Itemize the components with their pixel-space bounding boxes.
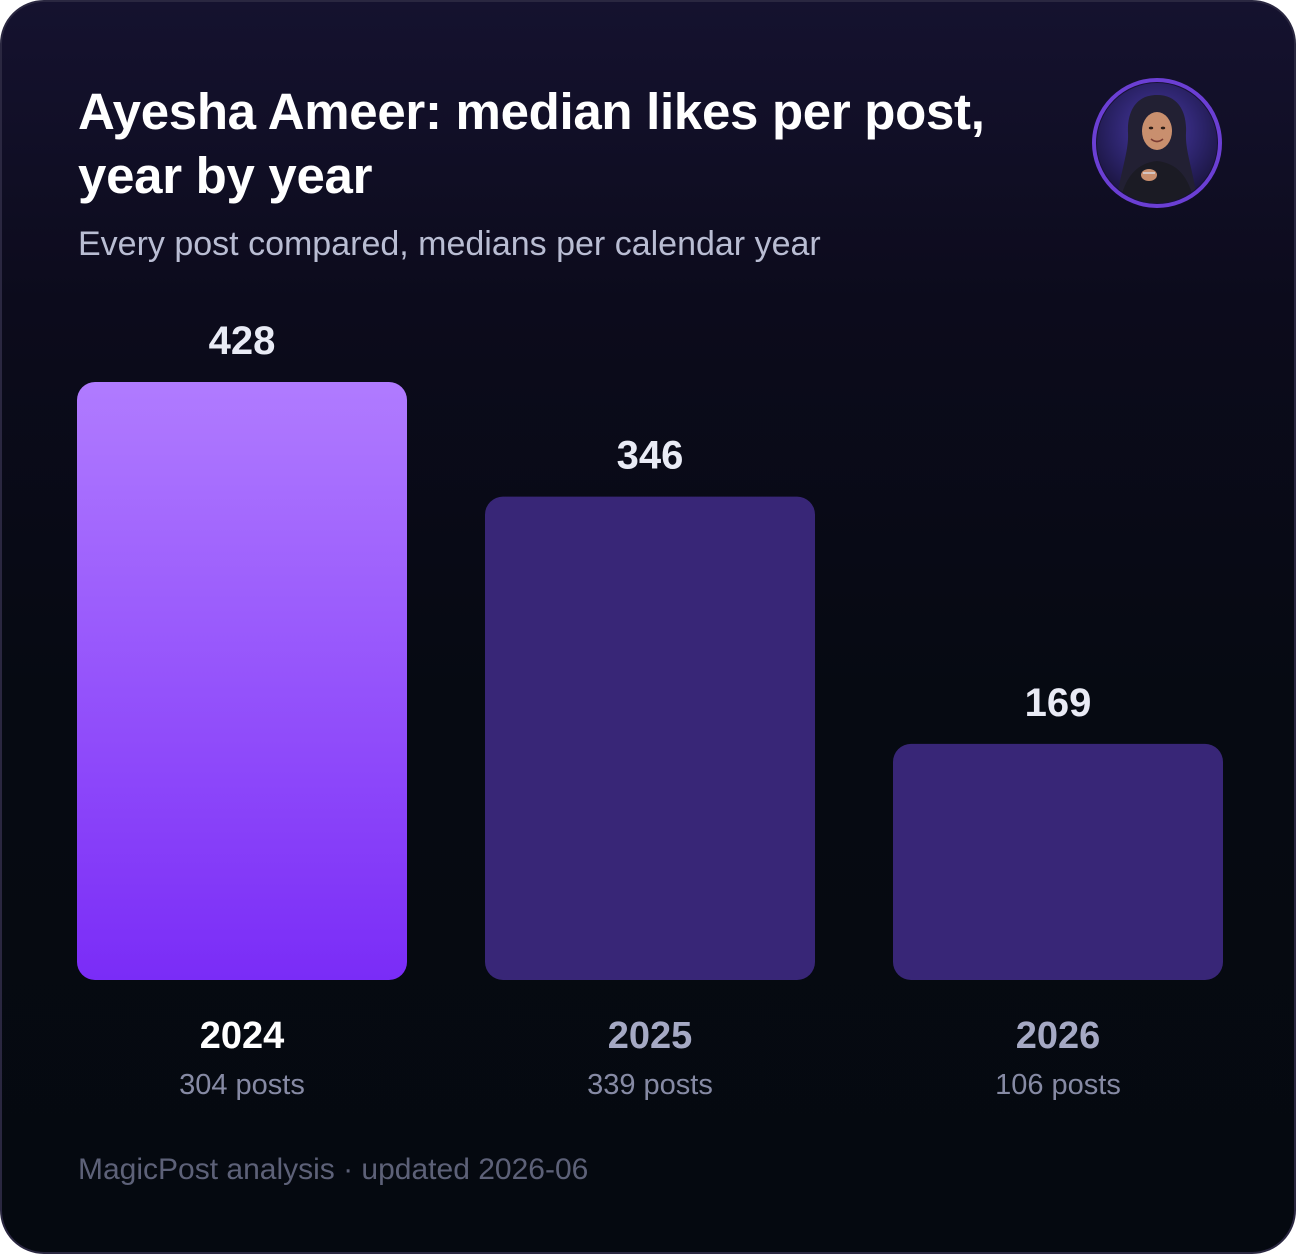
post-count-2026: 106 posts [995, 1069, 1121, 1101]
bar-group-2025: 346 2025 339 posts [485, 434, 815, 1101]
post-count-2025: 339 posts [587, 1069, 713, 1101]
bar-group-2024: 428 2024 304 posts [77, 319, 407, 1101]
avatar [1092, 78, 1222, 208]
tick-label-2024: 2024 [200, 1015, 285, 1057]
tick-label-2026: 2026 [1016, 1015, 1101, 1057]
person-portrait-icon [1092, 78, 1222, 208]
bar-2024 [77, 382, 407, 980]
bar-2026 [893, 743, 1223, 980]
chart-subtitle: Every post compared, medians per calenda… [78, 225, 821, 263]
chart-title: Ayesha Ameer: median likes per post, yea… [78, 83, 985, 204]
bar-2025 [485, 496, 815, 980]
value-label-2026: 169 [1025, 681, 1092, 725]
footer-source: MagicPost analysis · updated 2026-06 [78, 1153, 589, 1186]
post-count-2024: 304 posts [179, 1069, 305, 1101]
value-label-2024: 428 [209, 319, 276, 363]
value-label-2025: 346 [617, 434, 684, 478]
tick-label-2025: 2025 [608, 1015, 693, 1057]
bar-group-2026: 169 2026 106 posts [893, 681, 1223, 1101]
